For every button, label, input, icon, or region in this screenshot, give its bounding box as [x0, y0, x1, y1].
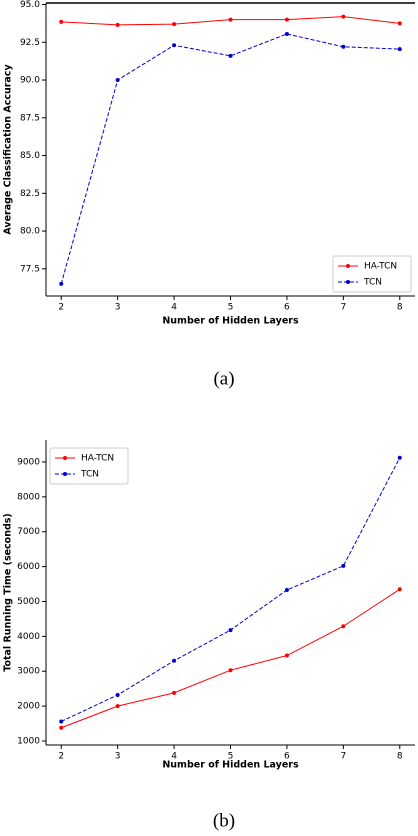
y-tick-label: 1000	[17, 736, 40, 746]
x-tick-label: 6	[284, 303, 290, 313]
x-axis-label: Number of Hidden Layers	[162, 316, 299, 327]
y-tick-label: 92.5	[20, 38, 40, 48]
caption: (a)	[213, 368, 234, 389]
legend-marker	[63, 456, 67, 460]
point	[115, 22, 120, 27]
x-tick-label: 2	[58, 303, 64, 313]
point	[341, 563, 346, 568]
legend-label: TCN	[80, 470, 99, 480]
y-tick-label: 87.5	[20, 113, 40, 123]
point	[228, 628, 233, 633]
point	[397, 455, 402, 460]
x-tick-label: 4	[171, 752, 177, 762]
point	[228, 668, 233, 673]
legend-marker	[346, 264, 350, 268]
point	[59, 19, 64, 24]
y-tick-label: 5000	[17, 597, 40, 607]
point	[228, 53, 233, 58]
x-tick-label: 7	[340, 303, 346, 313]
point	[115, 692, 120, 697]
point	[397, 21, 402, 26]
legend-label: TCN	[363, 278, 382, 288]
legend-box	[49, 447, 129, 485]
point	[59, 725, 64, 730]
x-tick-label: 4	[171, 303, 177, 313]
series-line	[61, 457, 401, 722]
series-line	[60, 33, 400, 285]
x-tick-label: 3	[115, 303, 121, 313]
point	[172, 658, 177, 663]
point	[397, 587, 402, 592]
point	[115, 704, 120, 709]
y-axis-label: Total Running Time (seconds)	[3, 513, 14, 672]
y-axis-label: Average Classification Accuracy	[3, 64, 14, 235]
x-tick-label: 6	[284, 752, 290, 762]
point	[284, 587, 289, 592]
y-tick-label: 4000	[17, 632, 40, 642]
y-tick-label: 2000	[17, 702, 40, 712]
legend-label: HA-TCN	[81, 454, 114, 464]
caption: (b)	[213, 810, 235, 831]
point	[284, 653, 289, 658]
x-axis-label: Number of Hidden Layers	[162, 760, 299, 771]
legend-marker	[346, 280, 350, 284]
x-tick-label: 5	[228, 303, 234, 313]
point	[59, 719, 64, 724]
point	[341, 14, 346, 19]
x-tick-label: 5	[228, 752, 234, 762]
x-tick-label: 3	[115, 752, 121, 762]
x-tick-label: 2	[58, 752, 64, 762]
point	[59, 281, 64, 286]
point	[284, 17, 289, 22]
point	[172, 690, 177, 695]
x-tick-label: 8	[397, 752, 403, 762]
y-tick-label: 95.0	[20, 0, 40, 10]
y-tick-label: 82.5	[20, 189, 40, 199]
y-tick-label: 3000	[17, 667, 40, 677]
y-tick-label: 6000	[17, 562, 40, 572]
y-tick-label: 85.0	[20, 151, 40, 161]
point	[284, 31, 289, 36]
y-tick-label: 90.0	[20, 76, 40, 86]
y-tick-label: 7000	[17, 527, 40, 537]
y-tick-label: 9000	[17, 457, 40, 467]
point	[228, 17, 233, 22]
legend-marker	[63, 472, 67, 476]
point	[115, 78, 120, 83]
point	[341, 44, 346, 49]
y-tick-label: 80.0	[20, 227, 40, 237]
point	[341, 624, 346, 629]
point	[172, 22, 177, 27]
point	[172, 43, 177, 48]
legend-box	[332, 255, 412, 293]
x-tick-label: 7	[340, 752, 346, 762]
point	[397, 47, 402, 52]
x-tick-label: 8	[397, 303, 403, 313]
y-tick-label: 77.5	[20, 264, 40, 274]
series-line	[61, 588, 401, 729]
y-tick-label: 8000	[17, 492, 40, 502]
legend-label: HA-TCN	[364, 262, 397, 272]
